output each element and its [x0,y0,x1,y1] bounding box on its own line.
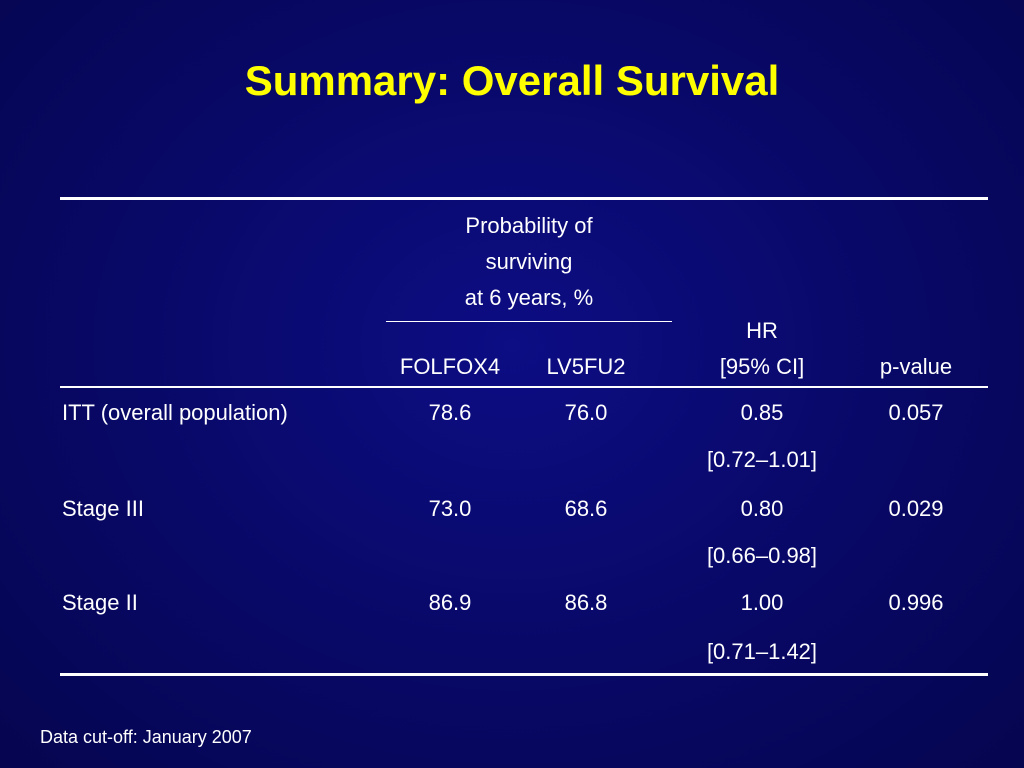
pvalue-value: 0.996 [888,590,944,615]
pvalue-value: 0.057 [888,400,944,425]
hr-value: 1.00 [740,590,784,615]
lv5fu2-value: 68.6 [564,496,608,521]
group-header-rule [386,321,672,322]
ci-value: [0.71–1.42] [706,639,818,664]
footnote: Data cut-off: January 2007 [40,727,252,747]
table-bottom-rule [60,673,988,676]
hr-header-line: HR [746,318,778,343]
hr-value: 0.85 [740,400,784,425]
slide-title: Summary: Overall Survival [244,57,780,104]
ci-value: [0.72–1.01] [706,447,818,472]
hr-value: 0.80 [740,496,784,521]
column-header-folfox4: FOLFOX4 [399,354,501,379]
lv5fu2-value: 76.0 [564,400,608,425]
row-label: Stage III [62,496,144,521]
pvalue-value: 0.029 [888,496,944,521]
group-header-line: at 6 years, % [464,285,594,310]
lv5fu2-value: 86.8 [564,590,608,615]
header-bottom-rule [60,386,988,388]
table-top-rule [60,197,988,200]
folfox4-value: 78.6 [428,400,472,425]
group-header-line: Probability of [465,213,593,238]
ci-value: [0.66–0.98] [706,543,818,568]
hr-header-line: [95% CI] [719,354,805,379]
group-header: Probability of surviving at 6 years, % [386,208,672,316]
hr-column-header: HR [95% CI] [672,313,852,385]
group-header-line: surviving [485,249,573,274]
folfox4-value: 86.9 [428,590,472,615]
column-header-pvalue: p-value [879,354,953,379]
folfox4-value: 73.0 [428,496,472,521]
column-header-lv5fu2: LV5FU2 [546,354,626,379]
row-label: Stage II [62,590,138,615]
row-label: ITT (overall population) [62,400,288,425]
